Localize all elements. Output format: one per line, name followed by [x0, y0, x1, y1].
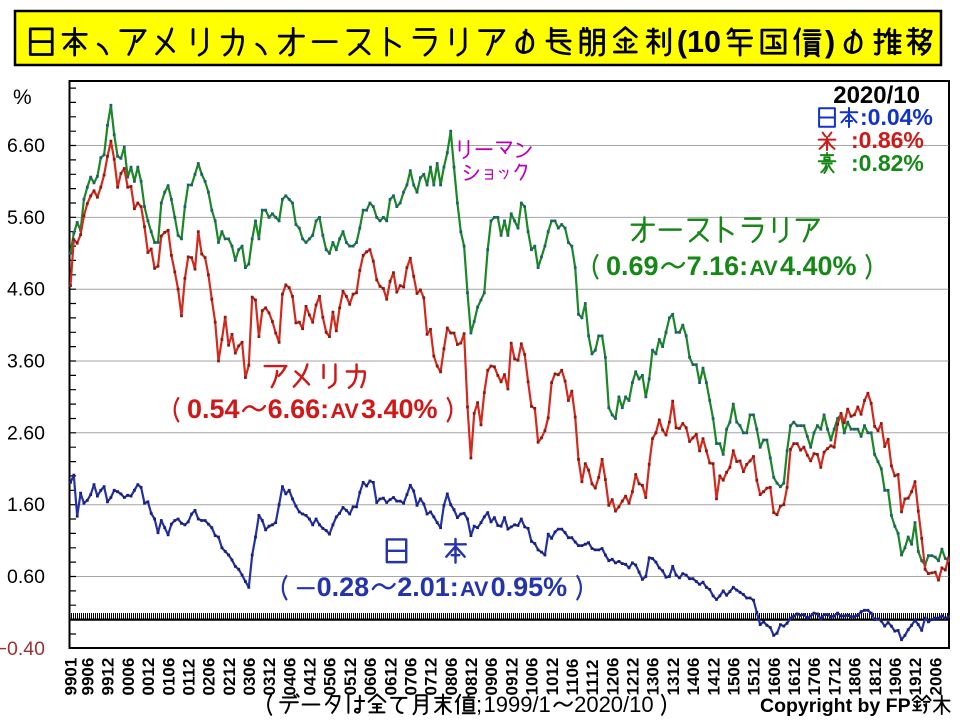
- svg-text:AV: AV: [749, 255, 778, 280]
- svg-text:1906: 1906: [886, 658, 905, 696]
- svg-text:1506: 1506: [725, 658, 744, 696]
- svg-text:2006: 2006: [926, 658, 945, 696]
- svg-text:0412: 0412: [301, 658, 320, 696]
- svg-text:0012: 0012: [139, 658, 158, 696]
- svg-text:9901: 9901: [62, 658, 81, 696]
- svg-text:1912: 1912: [906, 658, 925, 696]
- svg-text:0612: 0612: [381, 658, 400, 696]
- svg-text:3.60: 3.60: [7, 351, 45, 373]
- svg-text:0106: 0106: [159, 658, 178, 696]
- svg-text:1012: 1012: [543, 658, 562, 696]
- svg-text:2.60: 2.60: [7, 422, 45, 444]
- svg-text:9912: 9912: [99, 658, 118, 696]
- svg-text:1206: 1206: [603, 658, 622, 696]
- svg-text:0312: 0312: [260, 658, 279, 696]
- svg-text:0306: 0306: [240, 658, 259, 696]
- svg-text:0906: 0906: [482, 658, 501, 696]
- svg-text:1312: 1312: [664, 658, 683, 696]
- svg-text:1306: 1306: [644, 658, 663, 696]
- svg-text:1706: 1706: [805, 658, 824, 696]
- svg-text:0112: 0112: [179, 659, 198, 696]
- svg-text:1212: 1212: [624, 658, 643, 696]
- svg-text::0.86%: :0.86%: [851, 127, 924, 153]
- svg-text:2020/10: 2020/10: [574, 692, 654, 717]
- svg-text:1112: 1112: [583, 660, 602, 696]
- svg-text:AV: AV: [460, 576, 489, 601]
- svg-text:0406: 0406: [280, 658, 299, 696]
- svg-text:4.40%: 4.40%: [780, 251, 857, 281]
- svg-text:): ): [825, 25, 835, 59]
- svg-text:1512: 1512: [745, 658, 764, 696]
- svg-text:0712: 0712: [422, 658, 441, 696]
- svg-text:%: %: [13, 86, 32, 109]
- svg-text:0.69: 0.69: [606, 251, 659, 281]
- svg-text:0812: 0812: [462, 658, 481, 696]
- svg-text:0.60: 0.60: [7, 566, 45, 588]
- svg-text:0.95%: 0.95%: [491, 572, 568, 602]
- svg-text:1.60: 1.60: [7, 494, 45, 516]
- svg-text:6.60: 6.60: [7, 135, 45, 157]
- svg-text:0606: 0606: [361, 658, 380, 696]
- svg-text:AV: AV: [330, 398, 359, 423]
- svg-text:1712: 1712: [825, 658, 844, 696]
- svg-text:;: ;: [476, 692, 482, 717]
- svg-text:4.60: 4.60: [7, 279, 45, 301]
- svg-text::0.82%: :0.82%: [851, 150, 924, 176]
- svg-text:9906: 9906: [79, 658, 98, 696]
- svg-text:0.28: 0.28: [317, 572, 370, 602]
- svg-text:0206: 0206: [200, 658, 219, 696]
- svg-text:Copyright by FP: Copyright by FP: [760, 695, 911, 717]
- svg-text:0806: 0806: [442, 658, 461, 696]
- svg-text:0506: 0506: [321, 658, 340, 696]
- svg-text:(10: (10: [677, 25, 721, 59]
- svg-text:6.66:: 6.66:: [268, 394, 330, 424]
- svg-text:0212: 0212: [220, 658, 239, 696]
- svg-text:7.16:: 7.16:: [687, 251, 749, 281]
- svg-text:1606: 1606: [765, 658, 784, 696]
- svg-text:0912: 0912: [502, 658, 521, 696]
- svg-text:1006: 1006: [523, 658, 542, 696]
- svg-text:0706: 0706: [402, 658, 421, 696]
- svg-text:0512: 0512: [341, 658, 360, 696]
- svg-text:1406: 1406: [684, 658, 703, 696]
- svg-text:1412: 1412: [704, 658, 723, 696]
- svg-text::0.04%: :0.04%: [860, 104, 933, 130]
- svg-text:−0.40: −0.40: [0, 638, 45, 660]
- svg-text:0006: 0006: [119, 658, 138, 696]
- svg-text:1612: 1612: [785, 658, 804, 696]
- svg-text:0.54: 0.54: [187, 394, 240, 424]
- svg-text:1812: 1812: [866, 658, 885, 696]
- svg-text:1806: 1806: [846, 658, 865, 696]
- svg-text:3.40%: 3.40%: [361, 394, 438, 424]
- svg-text:2.01:: 2.01:: [397, 572, 459, 602]
- svg-text:2020/10: 2020/10: [833, 82, 920, 109]
- svg-text:5.60: 5.60: [7, 207, 45, 229]
- svg-text:1106: 1106: [563, 659, 582, 696]
- svg-text:1999/1: 1999/1: [484, 692, 551, 717]
